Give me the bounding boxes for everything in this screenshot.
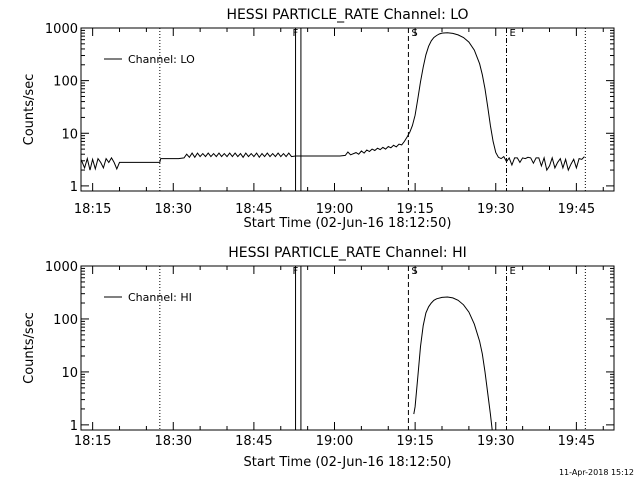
chart-title: HESSI PARTICLE_RATE Channel: HI	[228, 245, 466, 261]
x-tick-label: 18:45	[235, 434, 272, 449]
legend: Channel: HI	[104, 291, 192, 304]
x-tick-label: 19:45	[558, 434, 595, 449]
x-tick-label: 19:00	[316, 434, 353, 449]
marker-label: F	[293, 28, 299, 39]
marker-label: S	[411, 28, 417, 39]
y-tick-label: 10	[61, 127, 78, 142]
y-tick-label: 1	[70, 419, 78, 434]
x-tick-label: 19:45	[558, 202, 595, 217]
legend-label: Channel: LO	[128, 53, 195, 66]
x-tick-label: 19:30	[477, 202, 514, 217]
y-tick-label: 100	[53, 313, 78, 328]
x-tick-label: 19:15	[396, 202, 433, 217]
series-line	[81, 32, 585, 172]
x-tick-label: 18:30	[155, 434, 192, 449]
x-tick-label: 18:45	[235, 202, 272, 217]
chart-panel-1: HESSI PARTICLE_RATE Channel: LO F S E 1 10 100…	[22, 7, 615, 231]
x-tick-label: 19:30	[477, 434, 514, 449]
y-tick-label: 1000	[45, 22, 78, 37]
y-axis-label: Counts/sec	[22, 312, 37, 384]
x-tick-label: 19:15	[396, 434, 433, 449]
marker-label: E	[510, 266, 516, 277]
plot-frame	[80, 265, 615, 431]
x-tick-label: 18:15	[74, 202, 111, 217]
marker-label: F	[293, 266, 299, 277]
legend: Channel: LO	[104, 53, 195, 66]
x-axis-label: Start Time (02-Jun-16 18:12:50)	[244, 216, 452, 231]
plot-frame	[80, 27, 615, 192]
x-tick-label: 19:00	[316, 202, 353, 217]
y-tick-label: 100	[53, 75, 78, 90]
chart-panel-2: HESSI PARTICLE_RATE Channel: HI F S E 1 10 100…	[22, 245, 615, 470]
series-line	[413, 296, 493, 430]
marker-label: E	[510, 28, 516, 39]
footer-timestamp: 11-Apr-2018 15:12	[558, 468, 634, 477]
y-tick-label: 1000	[45, 260, 78, 275]
y-axis-label: Counts/sec	[22, 74, 37, 146]
x-tick-label: 18:15	[74, 434, 111, 449]
x-axis-label: Start Time (02-Jun-16 18:12:50)	[244, 455, 452, 470]
marker-label: S	[411, 266, 417, 277]
y-tick-label: 1	[70, 180, 78, 195]
x-tick-label: 18:30	[155, 202, 192, 217]
legend-label: Channel: HI	[128, 291, 192, 304]
chart-title: HESSI PARTICLE_RATE Channel: LO	[226, 7, 468, 23]
y-tick-label: 10	[61, 366, 78, 381]
